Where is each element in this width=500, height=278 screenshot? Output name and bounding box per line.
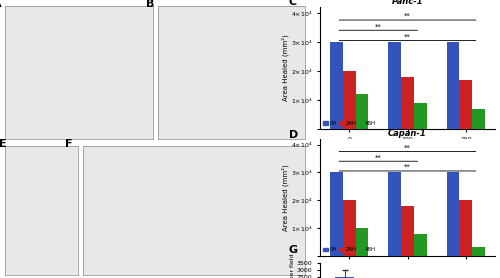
- Bar: [446, 172, 460, 256]
- Text: A: A: [0, 0, 2, 9]
- Bar: [335, 277, 354, 278]
- Text: **: **: [404, 164, 411, 170]
- Text: **: **: [404, 13, 411, 19]
- Text: D: D: [288, 130, 298, 140]
- Bar: [356, 228, 368, 256]
- Y-axis label: Area Healed (mm²): Area Healed (mm²): [282, 35, 290, 101]
- Y-axis label: Invaded cells per field: Invaded cells per field: [290, 254, 296, 278]
- Bar: [343, 71, 355, 129]
- Y-axis label: Area Healed (mm²): Area Healed (mm²): [282, 164, 290, 231]
- Legend: 0H, 24H, 48H: 0H, 24H, 48H: [323, 247, 376, 253]
- Title: Panc-1: Panc-1: [392, 0, 424, 6]
- Bar: [460, 80, 472, 129]
- Bar: [460, 200, 472, 256]
- Bar: [343, 200, 355, 256]
- X-axis label: Concentration (μM): Concentration (μM): [374, 270, 442, 276]
- Text: **: **: [375, 23, 382, 29]
- Bar: [330, 42, 343, 129]
- Text: G: G: [288, 245, 298, 255]
- Text: **: **: [375, 154, 382, 160]
- Legend: 0H, 24H, 48H: 0H, 24H, 48H: [323, 120, 376, 126]
- Bar: [330, 172, 343, 256]
- Bar: [414, 234, 427, 256]
- Bar: [446, 42, 460, 129]
- Title: Capan-1: Capan-1: [388, 129, 427, 138]
- Text: C: C: [288, 0, 296, 7]
- Text: B: B: [146, 0, 154, 9]
- Bar: [414, 103, 427, 129]
- Bar: [472, 109, 485, 129]
- Text: E: E: [0, 140, 7, 150]
- Bar: [401, 206, 414, 256]
- Text: **: **: [404, 34, 411, 39]
- X-axis label: Concentration (μM): Concentration (μM): [374, 143, 442, 150]
- Bar: [472, 247, 485, 256]
- Bar: [388, 172, 401, 256]
- Bar: [388, 42, 401, 129]
- Text: **: **: [404, 145, 411, 151]
- Text: F: F: [64, 140, 72, 150]
- Bar: [401, 77, 414, 129]
- Bar: [356, 94, 368, 129]
